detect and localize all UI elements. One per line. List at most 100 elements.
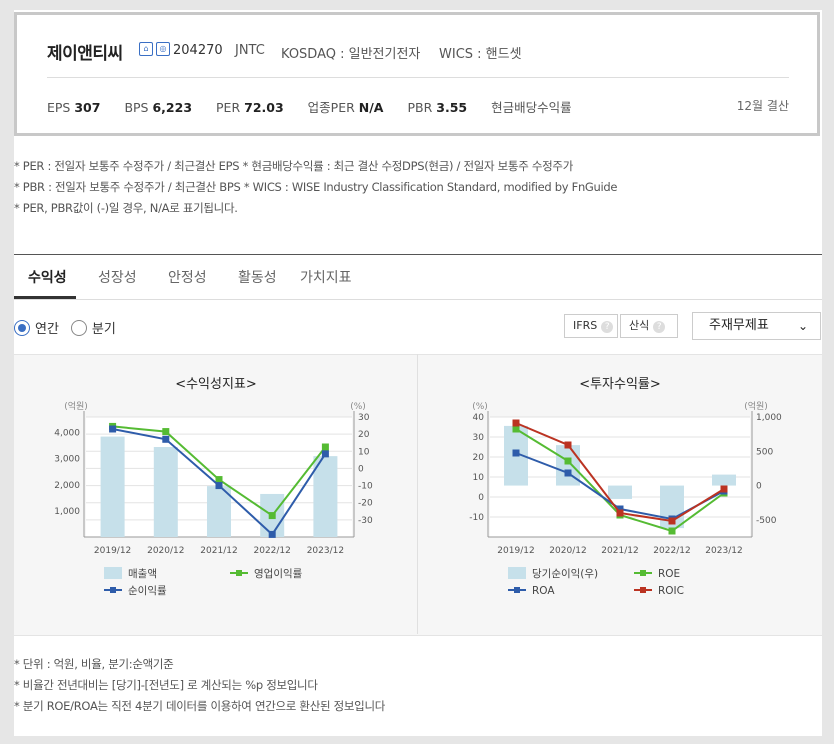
company-code: 204270 [173, 43, 223, 58]
data-point [564, 469, 572, 477]
data-point [720, 485, 728, 493]
data-point [512, 425, 520, 433]
data-point [268, 530, 276, 538]
radio-annual[interactable] [14, 319, 30, 336]
data-point [162, 435, 170, 443]
legend-swatch [104, 567, 122, 579]
company-ticker: JNTC [235, 43, 265, 58]
legend-label: ROE [658, 568, 680, 580]
header-divider [47, 77, 789, 78]
metric-eps: EPS 307 [47, 100, 101, 115]
ir-icon[interactable]: ◎ [156, 42, 170, 56]
category-label: 2021/12 [200, 546, 237, 556]
metric-industry-per: 업종PER N/A [307, 100, 384, 115]
legend-label: ROA [532, 585, 555, 597]
right-unit: (억원) [744, 400, 768, 412]
category-label: 2023/12 [705, 546, 742, 556]
radio-quarter-label[interactable]: 분기 [91, 322, 116, 337]
legend-label: 영업이익률 [254, 567, 303, 580]
footer-notes: * 단위 : 억원, 비율, 분기:순액기준 * 비율간 전년대비는 [당기]-… [14, 654, 385, 717]
footer-note-line: * 단위 : 억원, 비율, 분기:순액기준 [14, 657, 174, 671]
data-point [321, 443, 329, 451]
charts-svg: <수익성지표> (억원) (%) 4,000 3,000 2,000 1,000 30 20 10… [54, 377, 782, 597]
category-label: 2020/12 [549, 546, 586, 556]
data-point [321, 450, 329, 458]
legend-swatch [508, 567, 526, 579]
left-tick-label: 4,000 [54, 429, 80, 439]
legend-label: 매출액 [128, 568, 157, 580]
data-point [109, 425, 117, 433]
right-tick-label: -10 [358, 482, 373, 492]
category-label: 2019/12 [497, 546, 534, 556]
help-icon[interactable]: ? [653, 321, 666, 333]
left-tick-label: 3,000 [54, 455, 80, 465]
home-icon[interactable]: ⌂ [139, 42, 153, 56]
note-line: * PER, PBR값이 (-)일 경우, N/A로 표기됩니다. [14, 201, 238, 215]
category-label: 2023/12 [307, 546, 344, 556]
bar [153, 447, 178, 537]
bottom-strip [14, 736, 822, 744]
legend-swatch [514, 587, 520, 593]
statement-select[interactable]: 주재무제표 ⌄ [692, 312, 821, 340]
radio-quarter[interactable] [70, 319, 87, 336]
left-tick-label: 0 [478, 493, 484, 503]
category-label: 2019/12 [94, 546, 131, 556]
company-icons: ⌂ ◎ [139, 42, 170, 56]
formula-button[interactable]: 산식? [620, 314, 678, 338]
category-label: 2022/12 [254, 546, 291, 556]
data-point [512, 449, 520, 457]
data-point [616, 509, 624, 517]
right-tick-label: 1,000 [756, 413, 782, 423]
right-tick-label: 0 [358, 464, 364, 474]
left-tick-label: 30 [473, 433, 485, 443]
right-tick-label: 0 [756, 482, 762, 492]
company-market: KOSDAQ : 일반전기전자 [281, 47, 421, 62]
legend-swatch [640, 570, 646, 576]
data-point [162, 428, 170, 436]
frame-right [822, 0, 834, 744]
legend-label: 당기순이익(우) [532, 568, 598, 580]
bar [100, 436, 125, 537]
help-icon[interactable]: ? [601, 321, 614, 333]
active-tab-indicator [14, 296, 76, 299]
left-tick-label: 20 [473, 453, 485, 463]
left-tick-label: -10 [469, 513, 484, 523]
data-point [215, 476, 223, 484]
company-wics: WICS : 핸드셋 [439, 47, 522, 62]
category-label: 2021/12 [601, 546, 638, 556]
tab-stability[interactable]: 안정성 [168, 270, 207, 286]
tab-growth[interactable]: 성장성 [98, 270, 137, 286]
data-point [564, 441, 572, 449]
radio-annual-label[interactable]: 연간 [35, 322, 59, 337]
right-tick-label: 30 [358, 413, 370, 423]
tab-profitability[interactable]: 수익성 [28, 270, 67, 286]
right-tick-label: 20 [358, 430, 370, 440]
chart-divider [417, 354, 418, 634]
tab-bar: 수익성 성장성 안정성 활동성 가치지표 [14, 254, 822, 300]
category-label: 2022/12 [653, 546, 690, 556]
footer-note-line: * 분기 ROE/ROA는 직전 4분기 데이터를 이용하여 연간으로 환산된 … [14, 699, 386, 713]
chart-title: <수익성지표> [175, 377, 257, 392]
metric-pbr: PBR 3.55 [407, 100, 468, 115]
data-point [668, 527, 676, 535]
note-line: * PER : 전일자 보통주 수정주가 / 최근결산 EPS * 현금배당수익… [14, 159, 573, 173]
tab-valuation[interactable]: 가치지표 [300, 270, 352, 286]
legend-label: 순이익률 [128, 585, 167, 597]
left-unit: (%) [472, 402, 488, 412]
right-unit: (%) [350, 402, 366, 412]
left-unit: (억원) [64, 400, 88, 412]
chart-area: <수익성지표> (억원) (%) 4,000 3,000 2,000 1,000 30 20 10… [14, 354, 822, 636]
category-label: 2020/12 [147, 546, 184, 556]
ifrs-button[interactable]: IFRS? [564, 314, 618, 338]
metric-bps: BPS 6,223 [124, 100, 193, 115]
tab-activity[interactable]: 활동성 [238, 270, 277, 286]
legend-swatch [236, 570, 242, 576]
right-tick-label: 10 [358, 447, 370, 457]
metrics-row: EPS 307 BPS 6,223 PER 72.03 업종PER N/A PB… [47, 97, 592, 116]
metric-dividend-yield: 현금배당수익률 [491, 100, 572, 115]
right-tick-label: -20 [358, 499, 373, 509]
footer-note-line: * 비율간 전년대비는 [당기]-[전년도] 로 계산되는 %p 정보입니다 [14, 678, 318, 692]
legend-swatch [110, 587, 116, 593]
bar [313, 456, 338, 537]
right-tick-label: -30 [358, 516, 373, 526]
